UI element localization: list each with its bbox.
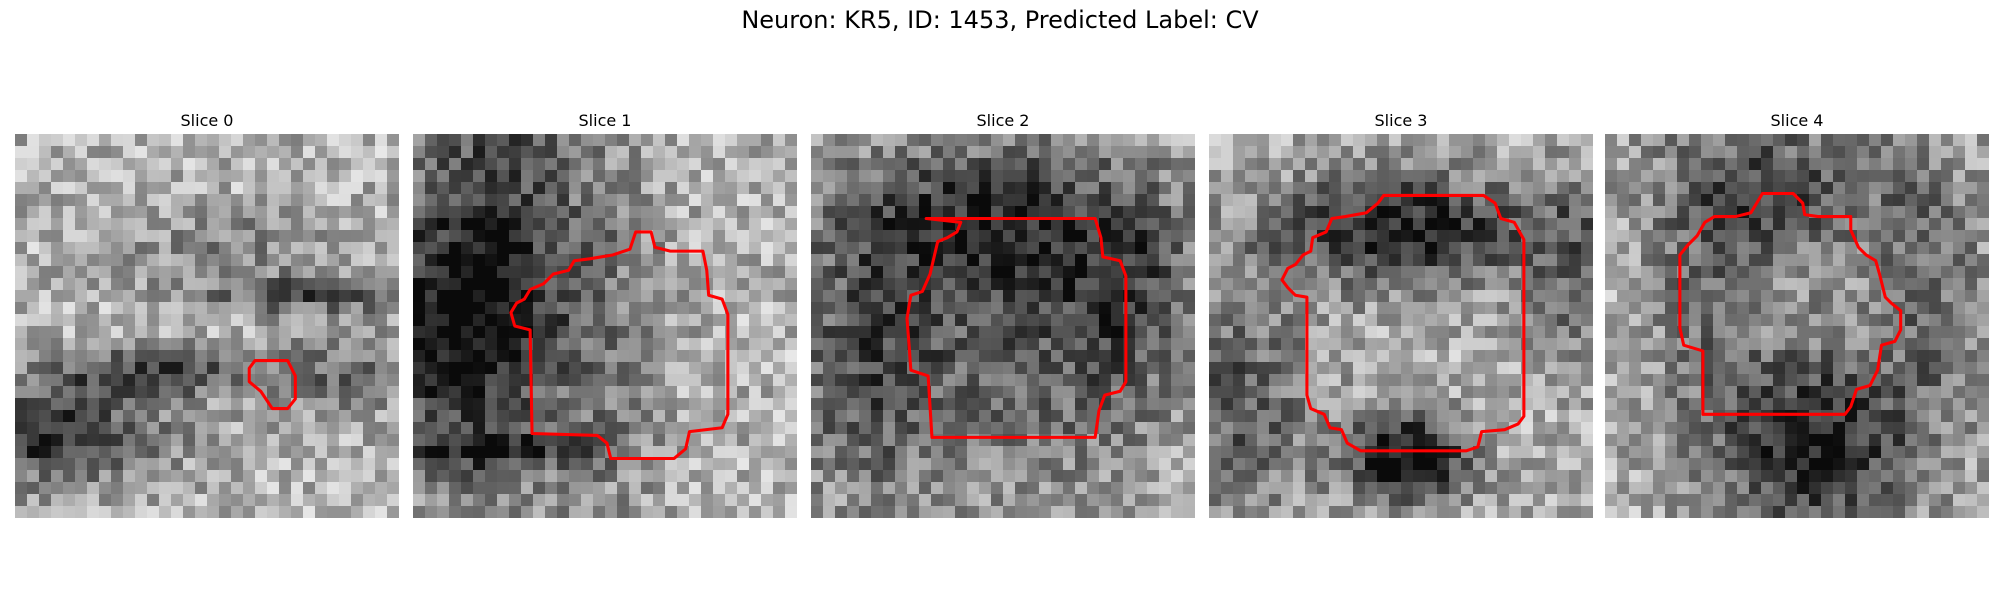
slice-image <box>811 134 1195 518</box>
slice-image <box>413 134 797 518</box>
figure-title: Neuron: KR5, ID: 1453, Predicted Label: … <box>741 6 1259 34</box>
slice-image <box>1209 134 1593 518</box>
slice-title: Slice 3 <box>1374 111 1428 130</box>
slice-title: Slice 4 <box>1770 111 1824 130</box>
slice-panel-0: Slice 0 <box>15 108 399 518</box>
slice-panel-4: Slice 4 <box>1605 108 1989 518</box>
segmentation-contour <box>1678 191 1903 416</box>
slice-image <box>1605 134 1989 518</box>
slice-title: Slice 1 <box>578 111 632 130</box>
segmentation-contour <box>905 216 1128 439</box>
slice-title: Slice 2 <box>976 111 1030 130</box>
slice-title: Slice 0 <box>180 111 234 130</box>
segmentation-contour <box>1280 193 1526 453</box>
slice-panel-3: Slice 3 <box>1209 108 1593 518</box>
segmentation-contour <box>247 359 297 411</box>
slice-panel-2: Slice 2 <box>811 108 1195 518</box>
slice-image <box>15 134 399 518</box>
segmentation-contour <box>509 230 730 461</box>
slice-panel-1: Slice 1 <box>413 108 797 518</box>
